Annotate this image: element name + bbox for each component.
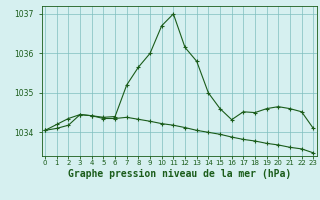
X-axis label: Graphe pression niveau de la mer (hPa): Graphe pression niveau de la mer (hPa) xyxy=(68,169,291,179)
